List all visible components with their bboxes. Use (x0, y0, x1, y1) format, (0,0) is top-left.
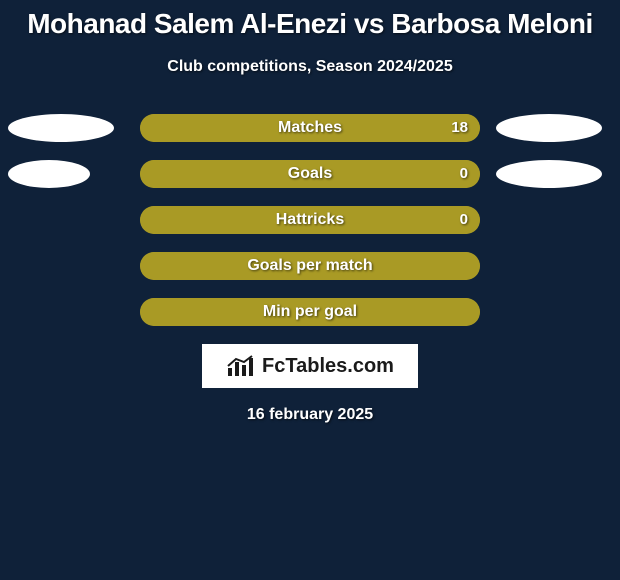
stat-label: Min per goal (140, 298, 480, 326)
stat-label: Goals per match (140, 252, 480, 280)
left-ellipse (8, 160, 90, 188)
stat-bar: Hattricks0 (140, 206, 480, 234)
chart-icon (226, 354, 256, 378)
logo-box: FcTables.com (202, 344, 418, 388)
stat-row: Min per goal (0, 298, 620, 326)
stat-bar: Min per goal (140, 298, 480, 326)
logo-text: FcTables.com (262, 355, 394, 378)
stat-value: 0 (460, 206, 468, 234)
date-text: 16 february 2025 (0, 406, 620, 424)
stat-value: 18 (451, 114, 468, 142)
stat-row: Matches18 (0, 114, 620, 142)
stat-row: Goals per match (0, 252, 620, 280)
stat-row: Hattricks0 (0, 206, 620, 234)
stat-bar: Goals per match (140, 252, 480, 280)
right-ellipse (496, 114, 602, 142)
stat-label: Matches (140, 114, 480, 142)
stat-label: Hattricks (140, 206, 480, 234)
stat-bar: Goals0 (140, 160, 480, 188)
right-ellipse (496, 160, 602, 188)
stat-row: Goals0 (0, 160, 620, 188)
stat-bar: Matches18 (140, 114, 480, 142)
page-title: Mohanad Salem Al-Enezi vs Barbosa Meloni (0, 0, 620, 40)
stat-rows: Matches18Goals0Hattricks0Goals per match… (0, 114, 620, 326)
left-ellipse (8, 114, 114, 142)
stat-value: 0 (460, 160, 468, 188)
stat-label: Goals (140, 160, 480, 188)
subtitle: Club competitions, Season 2024/2025 (0, 58, 620, 76)
